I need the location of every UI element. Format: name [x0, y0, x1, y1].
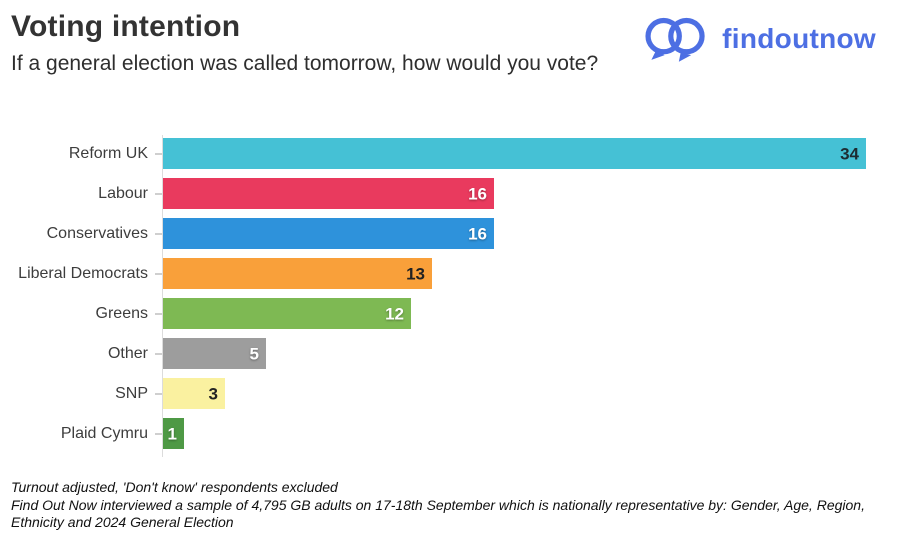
bar-value-label: 16: [468, 224, 487, 243]
findoutnow-logo-text: findoutnow: [722, 23, 876, 54]
chart-row: Conservatives 16: [0, 218, 900, 249]
footnote-sample: Find Out Now interviewed a sample of 4,7…: [11, 496, 865, 531]
findoutnow-logo: findoutnow: [640, 14, 876, 64]
bar-greens: 12: [163, 298, 411, 329]
axis-tick: [155, 312, 163, 315]
chart-row: SNP 3: [0, 378, 900, 409]
chart-row: Labour 16: [0, 178, 900, 209]
footnote-methodology: Turnout adjusted, 'Don't know' responden…: [11, 479, 338, 495]
axis-tick: [155, 352, 163, 355]
page-title: Voting intention: [11, 10, 241, 43]
voting-intention-chart: Reform UK 34 Labour 16 Conservatives 16 Libera…: [0, 135, 900, 458]
bar-conservatives: 16: [163, 218, 494, 249]
findoutnow-circles-icon: [640, 14, 712, 64]
chart-row: Plaid Cymru 1: [0, 418, 900, 449]
axis-tick: [155, 272, 163, 275]
bar-value-label: 5: [249, 344, 259, 363]
category-label-labour: Labour: [98, 184, 148, 202]
category-label-snp: SNP: [115, 384, 148, 402]
chart-row: Other 5: [0, 338, 900, 369]
chart-row: Liberal Democrats 13: [0, 258, 900, 289]
category-label-liberal-democrats: Liberal Democrats: [18, 264, 148, 282]
bar-value-label: 1: [167, 424, 177, 443]
bar-plaid-cymru: 1: [163, 418, 184, 449]
bar-labour: 16: [163, 178, 494, 209]
category-label-reform-uk: Reform UK: [68, 144, 148, 162]
category-label-plaid-cymru: Plaid Cymru: [60, 424, 148, 442]
bar-value-label: 13: [406, 264, 425, 283]
category-label-conservatives: Conservatives: [46, 224, 148, 242]
axis-tick: [155, 192, 163, 195]
chart-row: Reform UK 34: [0, 138, 900, 169]
y-axis-line: [162, 135, 163, 457]
footnotes: Turnout adjusted, 'Don't know' responden…: [11, 479, 885, 532]
bar-value-label: 34: [840, 144, 859, 163]
bar-snp: 3: [163, 378, 225, 409]
chart-rows: Reform UK 34 Labour 16 Conservatives 16 Libera…: [0, 138, 900, 449]
bar-reform-uk: 34: [163, 138, 866, 169]
bar-value-label: 16: [468, 184, 487, 203]
axis-tick: [155, 232, 163, 235]
bar-other: 5: [163, 338, 266, 369]
category-label-greens: Greens: [95, 304, 148, 322]
axis-tick: [155, 392, 163, 395]
bar-liberal-democrats: 13: [163, 258, 432, 289]
category-label-other: Other: [107, 344, 148, 362]
chart-row: Greens 12: [0, 298, 900, 329]
axis-tick: [155, 152, 163, 155]
page-subtitle: If a general election was called tomorro…: [11, 52, 599, 75]
bar-value-label: 12: [385, 304, 404, 323]
header: Voting intention If a general election w…: [11, 10, 598, 77]
bar-value-label: 3: [208, 384, 218, 403]
axis-tick: [155, 432, 163, 435]
